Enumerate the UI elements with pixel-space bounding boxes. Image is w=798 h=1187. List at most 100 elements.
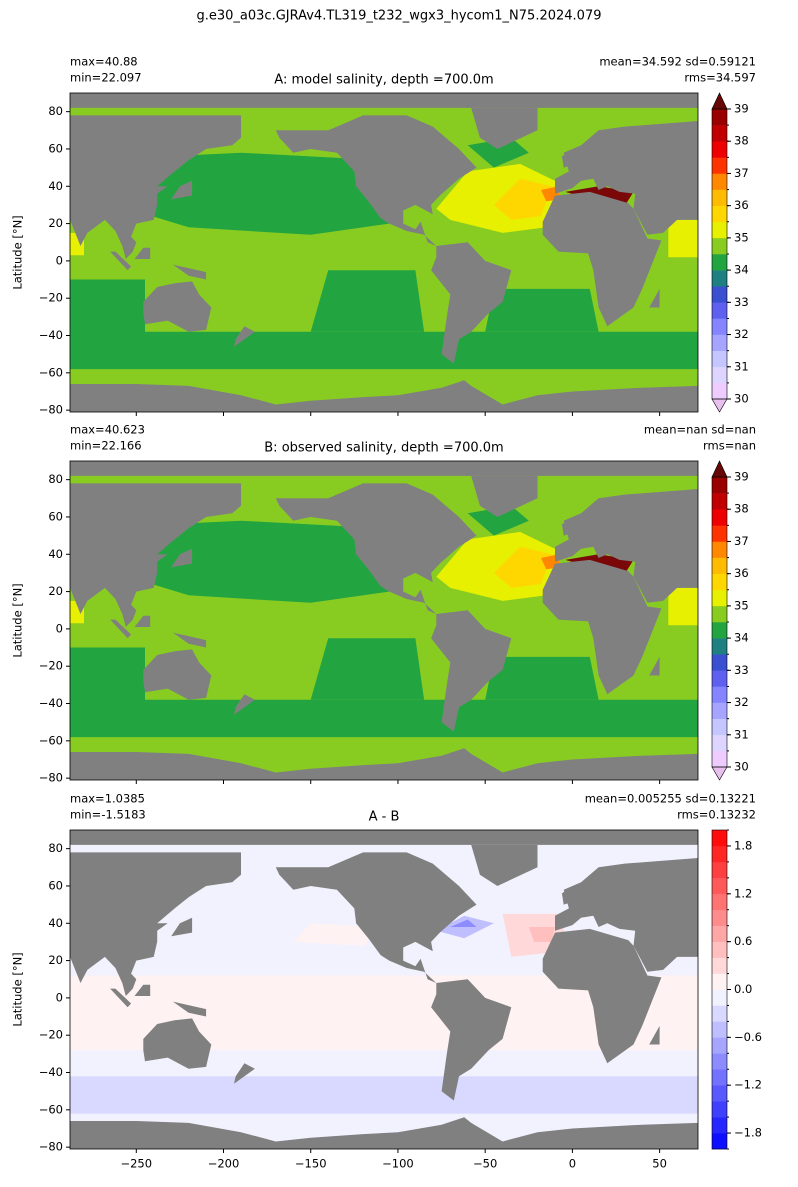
y-tick-label: −80 — [39, 403, 63, 417]
colorbar-segment — [712, 1037, 727, 1054]
land — [110, 619, 132, 639]
colorbar-segment — [712, 1069, 727, 1086]
colorbar-segment — [712, 189, 727, 206]
y-tick-label: −20 — [39, 659, 63, 673]
colorbar-tick-label: 39 — [734, 102, 749, 116]
colorbar-segment — [712, 941, 727, 958]
colorbar-segment — [712, 509, 727, 526]
land — [70, 115, 241, 260]
colorbar-segment — [712, 718, 727, 736]
colorbar-under — [711, 398, 728, 413]
stats-right: mean=nan sd=nan — [644, 423, 756, 437]
land — [171, 180, 193, 200]
land — [275, 483, 477, 614]
colorbar-segment — [712, 861, 727, 879]
y-tick-label: −40 — [39, 328, 63, 342]
land — [171, 548, 193, 568]
ocean-region — [115, 520, 390, 603]
colorbar-segment — [712, 909, 727, 926]
colorbar-tick-label: −1.2 — [734, 1078, 762, 1092]
land — [561, 152, 576, 168]
land — [234, 694, 255, 715]
colorbar-over — [711, 460, 728, 478]
ocean-region — [450, 919, 477, 927]
colorbar-tick-label: 0.6 — [734, 934, 752, 948]
x-tick-label: 0 — [569, 1157, 576, 1171]
land — [561, 520, 576, 536]
colorbar-segment — [712, 125, 727, 142]
land — [431, 979, 512, 1101]
x-tick-label: 50 — [652, 1157, 667, 1171]
land — [143, 649, 212, 700]
ocean-region — [115, 152, 390, 235]
land — [134, 247, 151, 259]
colorbar-tick-label: −1.8 — [734, 1126, 762, 1140]
land — [172, 1001, 207, 1017]
y-tick-label: 60 — [48, 878, 63, 892]
x-tick-label: −100 — [382, 1157, 414, 1171]
ocean-region — [293, 923, 381, 946]
colorbar-tick-label: 33 — [734, 295, 749, 309]
land — [471, 475, 538, 517]
colorbar-tick-label: 30 — [734, 392, 749, 406]
colorbar-tick-label: 31 — [734, 727, 749, 741]
stats-left: min=22.097 — [70, 71, 142, 85]
colorbar-segment — [712, 493, 727, 510]
land — [275, 115, 477, 247]
y-tick-label: 20 — [48, 584, 63, 598]
ocean-region — [467, 137, 529, 168]
colorbar-tick-label: 0.0 — [734, 982, 752, 996]
colorbar-segment — [712, 525, 727, 542]
panel-title: A: model salinity, depth =700.0m — [274, 73, 493, 88]
colorbar-segment — [712, 1021, 727, 1038]
land — [172, 632, 207, 648]
axes-frame — [69, 460, 699, 781]
colorbar-segment — [712, 350, 727, 368]
colorbar-segment — [712, 205, 727, 223]
y-tick-label: 40 — [48, 916, 63, 930]
colorbar-segment — [712, 589, 727, 607]
land — [471, 844, 538, 886]
stats-left: max=40.88 — [70, 55, 138, 69]
colorbar-segment — [712, 989, 727, 1006]
land — [70, 748, 698, 780]
land — [172, 264, 207, 280]
colorbar-segment — [712, 973, 727, 990]
colorbar-segment — [712, 830, 727, 847]
ocean-region — [310, 638, 425, 700]
map — [70, 461, 698, 780]
colorbar-segment — [712, 670, 727, 687]
stats-right: rms=0.13232 — [677, 808, 756, 822]
stats-right: mean=0.005255 sd=0.13221 — [585, 792, 756, 806]
land — [431, 242, 512, 364]
colorbar-segment — [712, 270, 727, 287]
ocean-region — [70, 699, 698, 738]
ocean-region — [668, 219, 698, 258]
land — [555, 858, 698, 972]
ocean-region — [70, 279, 145, 336]
y-tick-label: −60 — [39, 733, 63, 747]
colorbar-segment — [712, 1117, 727, 1134]
map — [70, 830, 698, 1149]
colorbar-tick-label: 32 — [734, 327, 749, 341]
ocean-region — [493, 546, 552, 588]
colorbar-segment — [712, 221, 727, 239]
land — [555, 121, 698, 235]
land — [70, 483, 241, 627]
colorbar-segment — [712, 605, 727, 623]
colorbar-segment — [712, 1101, 727, 1118]
colorbar-segment — [712, 1085, 727, 1102]
land — [275, 852, 477, 983]
ocean-region — [70, 1076, 698, 1114]
y-tick-label: 40 — [48, 179, 63, 193]
y-axis-label: Latitude [°N] — [11, 952, 25, 1026]
y-tick-label: 0 — [56, 990, 63, 1004]
suptitle: g.e30_a03c.GJRAv4.TL319_t232_wgx3_hycom1… — [196, 9, 601, 24]
map — [70, 93, 698, 412]
colorbar-segment — [712, 254, 727, 271]
ocean-region — [485, 656, 599, 700]
ocean-region — [467, 505, 529, 536]
land — [431, 610, 512, 732]
land — [143, 1018, 212, 1069]
